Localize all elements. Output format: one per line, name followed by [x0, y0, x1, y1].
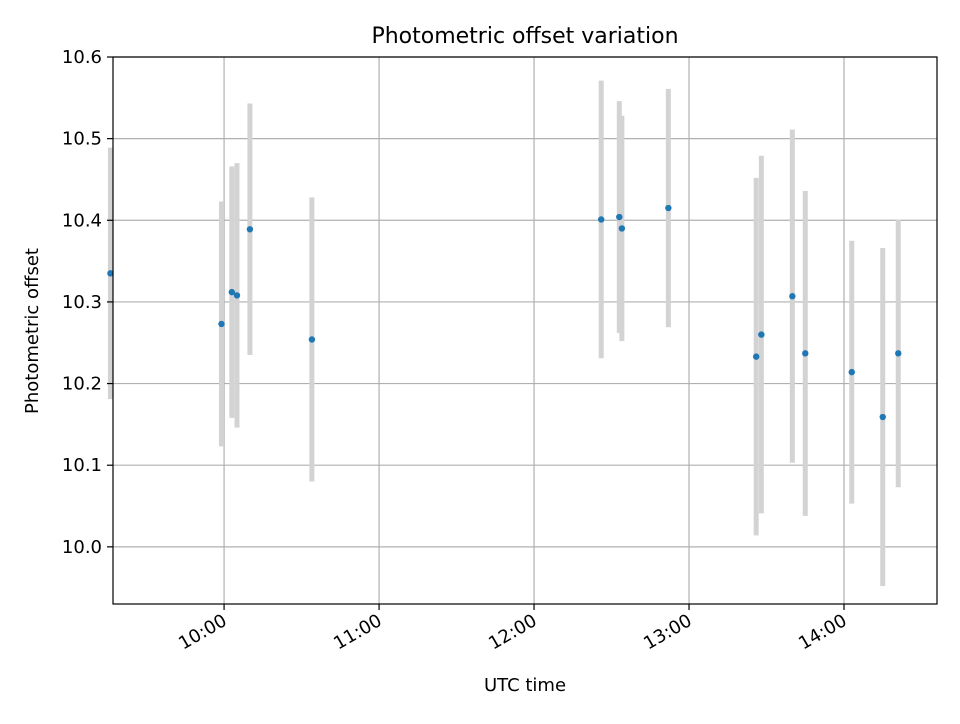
data-points: [107, 204, 902, 421]
data-point: [879, 413, 886, 421]
y-tick-label: 10.6: [62, 47, 102, 68]
data-point: [789, 293, 796, 300]
y-tick-label: 10.4: [62, 210, 102, 231]
y-tick-label: 10.1: [62, 455, 102, 476]
y-axis-label: Photometric offset: [22, 248, 43, 414]
x-axis-label: UTC time: [484, 675, 566, 696]
data-point: [308, 336, 316, 343]
y-tick-label: 10.5: [62, 129, 102, 150]
data-point: [802, 350, 809, 357]
data-point: [598, 216, 605, 223]
data-point: [228, 288, 236, 296]
data-point: [848, 368, 855, 376]
data-point: [233, 292, 241, 299]
data-point: [246, 226, 254, 233]
chart-title: Photometric offset variation: [371, 24, 678, 49]
data-point: [665, 204, 672, 212]
plot-frame: [112, 56, 938, 605]
data-point: [752, 353, 760, 360]
data-point: [758, 331, 765, 338]
y-tick-label: 10.0: [62, 537, 102, 558]
y-tick-label: 10.3: [62, 292, 102, 313]
data-point: [616, 213, 623, 221]
y-tick-label: 10.2: [62, 374, 102, 395]
data-point: [107, 270, 114, 277]
data-point: [895, 350, 902, 357]
data-point: [618, 225, 626, 232]
data-point: [218, 320, 225, 328]
